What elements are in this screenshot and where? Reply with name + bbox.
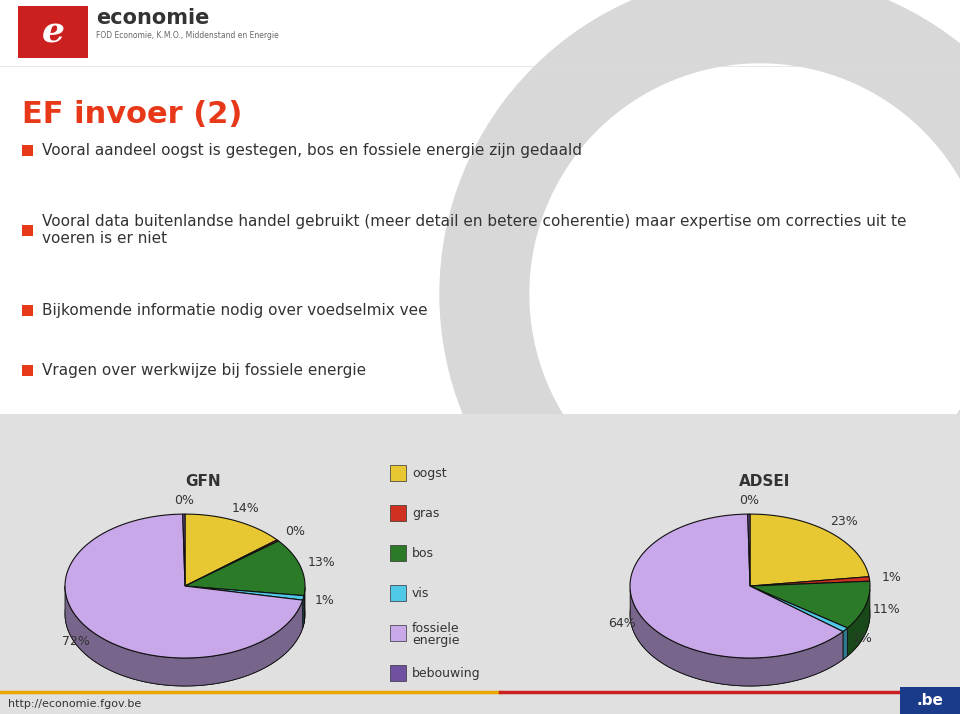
Circle shape — [530, 64, 960, 524]
Text: .be: .be — [917, 693, 944, 708]
Polygon shape — [630, 590, 843, 686]
Text: 0%: 0% — [738, 493, 758, 507]
Text: http://economie.fgov.be: http://economie.fgov.be — [8, 699, 141, 709]
Polygon shape — [843, 628, 848, 660]
Text: FOD Economie, K.M.O., Middenstand en Energie: FOD Economie, K.M.O., Middenstand en Ene… — [96, 31, 278, 39]
Text: 23%: 23% — [829, 515, 857, 528]
FancyBboxPatch shape — [0, 414, 960, 714]
Text: Vooral aandeel oogst is gestegen, bos en fossiele energie zijn gedaald: Vooral aandeel oogst is gestegen, bos en… — [42, 143, 582, 158]
Polygon shape — [65, 542, 302, 686]
Polygon shape — [185, 568, 278, 614]
Text: fossiele: fossiele — [412, 621, 460, 635]
Text: 72%: 72% — [62, 635, 90, 648]
Text: 0%: 0% — [285, 525, 304, 538]
Polygon shape — [750, 605, 870, 614]
Text: 1%: 1% — [315, 594, 335, 607]
Polygon shape — [185, 586, 304, 600]
Polygon shape — [630, 542, 843, 686]
Text: 13%: 13% — [308, 556, 336, 570]
FancyBboxPatch shape — [22, 145, 33, 156]
Text: bebouwing: bebouwing — [412, 666, 481, 680]
Text: gras: gras — [412, 506, 440, 520]
FancyBboxPatch shape — [18, 6, 88, 58]
FancyBboxPatch shape — [390, 625, 406, 641]
Text: Bijkomende informatie nodig over voedselmix vee: Bijkomende informatie nodig over voedsel… — [42, 303, 427, 318]
Circle shape — [440, 0, 960, 614]
FancyBboxPatch shape — [390, 465, 406, 481]
Polygon shape — [848, 590, 870, 656]
FancyBboxPatch shape — [22, 225, 33, 236]
FancyBboxPatch shape — [900, 687, 960, 714]
Text: Vooral data buitenlandse handel gebruikt (meer detail en betere coherentie) maar: Vooral data buitenlandse handel gebruikt… — [42, 214, 906, 246]
Text: 1%: 1% — [852, 632, 873, 645]
Polygon shape — [750, 586, 848, 632]
FancyBboxPatch shape — [22, 366, 33, 376]
Text: 64%: 64% — [609, 617, 636, 630]
Text: economie: economie — [96, 8, 209, 28]
Polygon shape — [750, 577, 870, 586]
Polygon shape — [750, 542, 869, 614]
Polygon shape — [182, 542, 185, 614]
Text: EF invoer (2): EF invoer (2) — [22, 100, 242, 129]
Polygon shape — [748, 514, 750, 586]
Polygon shape — [185, 569, 305, 623]
FancyBboxPatch shape — [22, 306, 33, 316]
Polygon shape — [185, 541, 305, 595]
Polygon shape — [65, 586, 302, 686]
Polygon shape — [630, 514, 843, 658]
Polygon shape — [302, 595, 304, 628]
Text: oogst: oogst — [412, 466, 446, 480]
Polygon shape — [750, 609, 870, 656]
Polygon shape — [750, 581, 870, 628]
Text: 1%: 1% — [881, 571, 901, 584]
Polygon shape — [182, 514, 185, 586]
Polygon shape — [185, 540, 278, 586]
Text: 0%: 0% — [174, 493, 194, 507]
Polygon shape — [304, 588, 305, 623]
Text: e: e — [41, 15, 64, 49]
FancyBboxPatch shape — [390, 585, 406, 601]
Polygon shape — [748, 542, 750, 614]
Text: GFN: GFN — [185, 474, 221, 489]
Text: energie: energie — [412, 633, 460, 647]
FancyBboxPatch shape — [390, 665, 406, 681]
Text: ADSEI: ADSEI — [739, 474, 791, 489]
Text: 11%: 11% — [873, 603, 900, 616]
Polygon shape — [750, 614, 848, 660]
Polygon shape — [750, 514, 869, 586]
Text: vis: vis — [412, 586, 429, 600]
Polygon shape — [65, 514, 302, 658]
Polygon shape — [185, 514, 277, 586]
Text: bos: bos — [412, 546, 434, 560]
FancyBboxPatch shape — [390, 505, 406, 521]
Polygon shape — [185, 542, 277, 614]
Text: 14%: 14% — [231, 502, 259, 515]
Text: Vragen over werkwijze bij fossiele energie: Vragen over werkwijze bij fossiele energ… — [42, 363, 366, 378]
FancyBboxPatch shape — [390, 545, 406, 561]
Polygon shape — [185, 614, 304, 628]
